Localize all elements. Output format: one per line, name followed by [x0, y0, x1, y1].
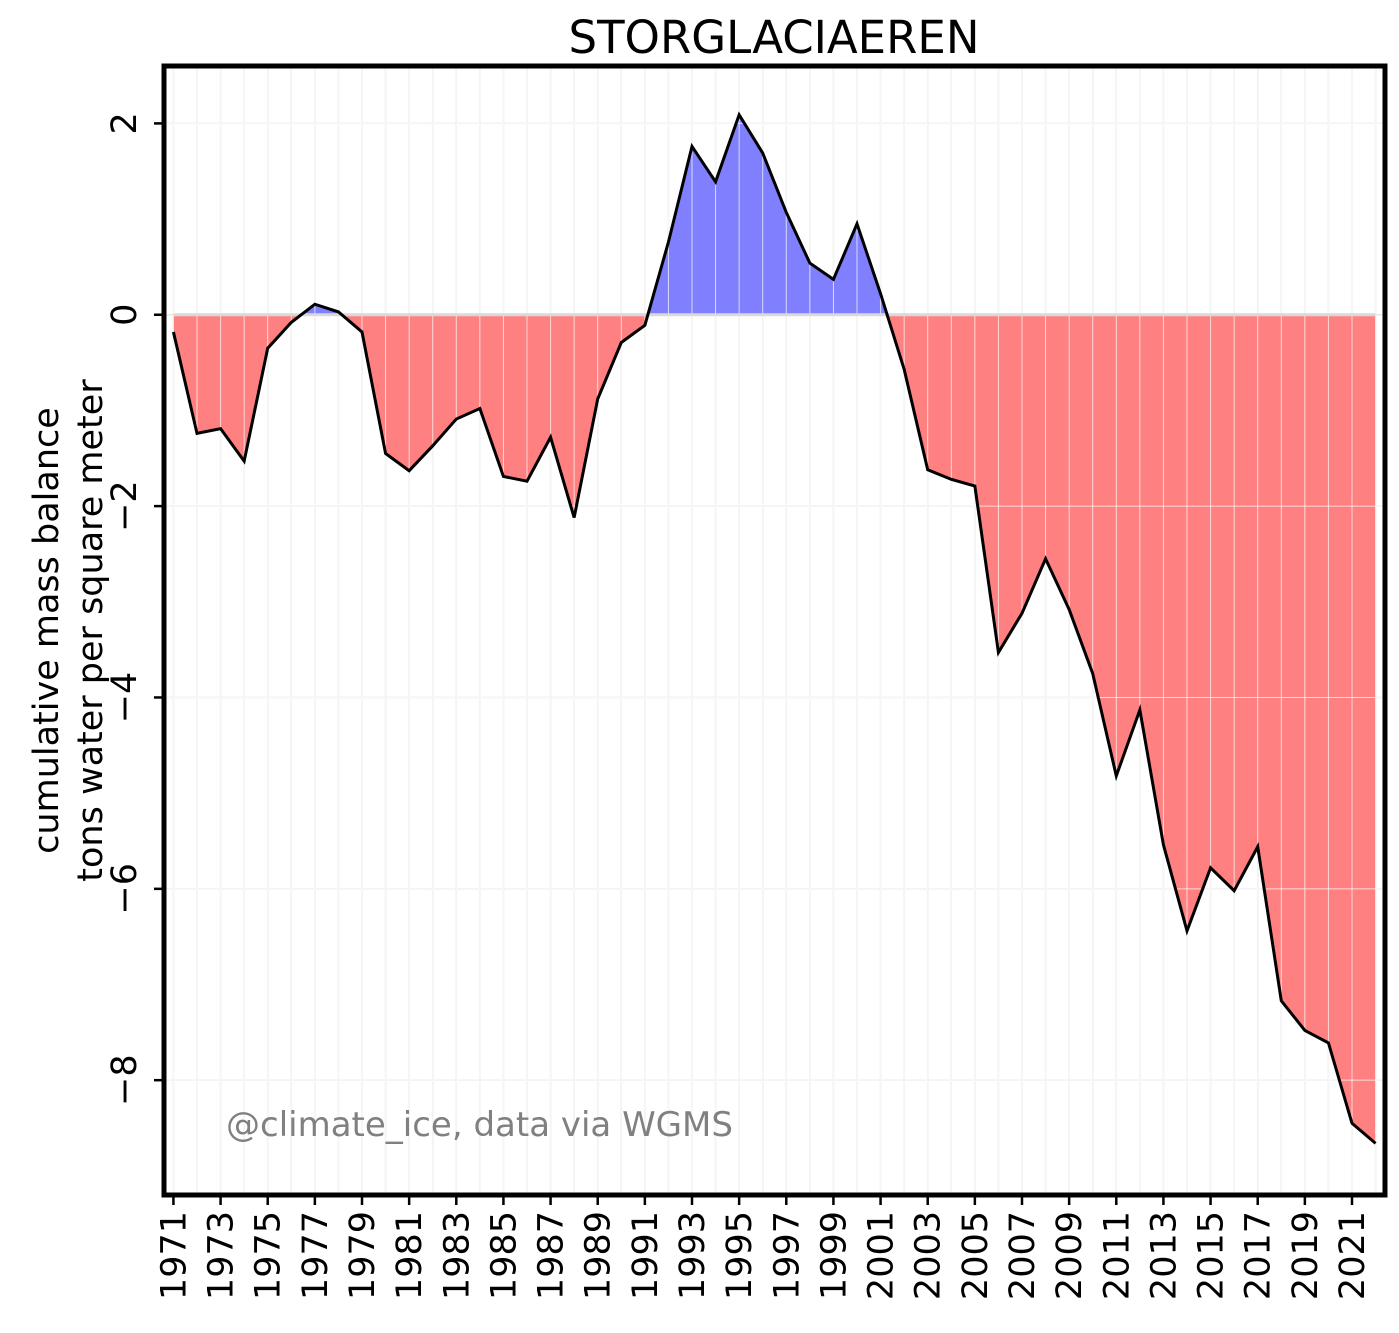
y-tick-label: 2: [105, 112, 145, 134]
x-tick-label: 2019: [1286, 1211, 1326, 1300]
x-tick-label: 1981: [390, 1211, 430, 1300]
x-tick-label: 2013: [1144, 1211, 1184, 1300]
x-tick-label: 2015: [1192, 1211, 1232, 1300]
y-tick-label: −2: [105, 480, 145, 532]
areas: [164, 66, 1385, 1195]
x-tick-label: 1991: [626, 1211, 666, 1300]
x-tick-label: 1971: [154, 1211, 194, 1300]
y-axis-label: cumulative mass balance tons water per sq…: [27, 379, 111, 882]
x-tick-label: 1983: [437, 1211, 477, 1300]
positive-area: [173, 114, 1376, 315]
x-tick-label: 2005: [956, 1211, 996, 1300]
x-tick-label: 2007: [1003, 1211, 1043, 1300]
y-axis-label-line: cumulative mass balance: [27, 407, 67, 854]
y-tick-label: −8: [105, 1054, 145, 1106]
y-tick-label: −6: [105, 863, 145, 915]
watermark-annotation: @climate_ice, data via WGMS: [226, 1105, 733, 1145]
x-tick-label: 2003: [909, 1211, 949, 1300]
x-tick-label: 1975: [249, 1211, 289, 1300]
plot-frame: [161, 63, 1388, 1198]
chart-title: STORGLACIAEREN: [569, 11, 980, 64]
x-tick-label: 1989: [579, 1211, 619, 1300]
series-line-group: [171, 111, 1377, 1145]
x-tick-label: 2011: [1097, 1211, 1137, 1300]
x-tick-label: 1977: [296, 1211, 336, 1300]
x-tick-label: 2009: [1050, 1211, 1090, 1300]
x-tick-label: 1979: [343, 1211, 383, 1300]
y-axis-label-line: tons water per square meter: [71, 379, 111, 882]
x-axis-ticks: 1971 1973 1975 1977 1979 1981 1983 1985 1987 1989…: [154, 1195, 1373, 1300]
negative-area: [173, 314, 1376, 1144]
x-tick-label: 2017: [1239, 1211, 1279, 1300]
y-tick-label: −4: [105, 672, 145, 724]
x-tick-label: 1973: [202, 1211, 242, 1300]
x-tick-label: 1997: [767, 1211, 807, 1300]
x-tick-label: 1985: [484, 1211, 524, 1300]
x-tick-label: 2001: [862, 1211, 902, 1300]
x-tick-label: 1993: [673, 1211, 713, 1300]
y-tick-label: 0: [105, 304, 145, 326]
x-tick-label: 1995: [720, 1211, 760, 1300]
y-axis-ticks: −8 −6 −4 −2 0 2: [105, 112, 164, 1106]
series-line: [171, 111, 1377, 1145]
x-tick-label: 1987: [532, 1211, 572, 1300]
x-tick-label: 1999: [814, 1211, 854, 1300]
x-tick-label: 2021: [1333, 1211, 1373, 1300]
